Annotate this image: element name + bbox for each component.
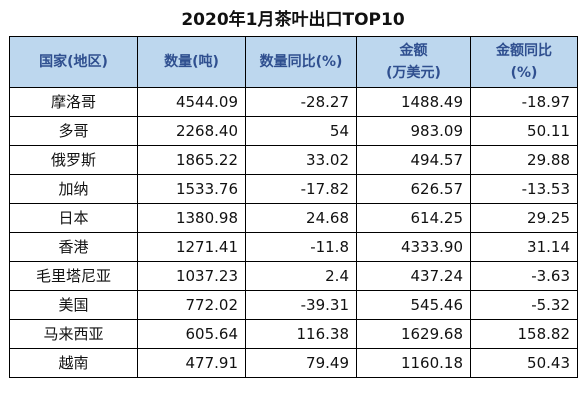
cell-country: 越南 <box>9 348 138 378</box>
cell-quantity: 1865.22 <box>137 145 246 175</box>
cell-country: 毛里塔尼亚 <box>9 261 138 291</box>
header-country-label: 国家(地区) <box>39 54 108 70</box>
cell-quantity-yoy: 2.4 <box>245 261 357 291</box>
tea-export-table: 国家(地区) 数量(吨) 数量同比(%) 金额 (万美元) 金额同比 (%) 摩… <box>9 36 578 378</box>
cell-amount-yoy: 31.14 <box>470 232 578 262</box>
cell-country: 香港 <box>9 232 138 262</box>
cell-quantity-yoy: -11.8 <box>245 232 357 262</box>
header-amount-label: 金额 <box>399 43 428 59</box>
header-amount-unit: (万美元) <box>386 65 441 81</box>
cell-amount: 983.09 <box>356 116 471 146</box>
header-quantity-yoy-label: 数量同比(%) <box>259 54 343 70</box>
cell-quantity: 772.02 <box>137 290 246 320</box>
table-header: 国家(地区) 数量(吨) 数量同比(%) 金额 (万美元) 金额同比 (%) <box>9 36 578 88</box>
cell-country: 日本 <box>9 203 138 233</box>
cell-quantity-yoy: 24.68 <box>245 203 357 233</box>
header-quantity: 数量(吨) <box>137 36 246 88</box>
header-quantity-yoy: 数量同比(%) <box>245 36 357 88</box>
cell-amount-yoy: -3.63 <box>470 261 578 291</box>
cell-quantity-yoy: -28.27 <box>245 87 357 117</box>
cell-amount: 1629.68 <box>356 319 471 349</box>
cell-amount: 626.57 <box>356 174 471 204</box>
header-country: 国家(地区) <box>9 36 138 88</box>
cell-amount-yoy: -18.97 <box>470 87 578 117</box>
cell-quantity: 1037.23 <box>137 261 246 291</box>
cell-country: 摩洛哥 <box>9 87 138 117</box>
cell-amount-yoy: 50.43 <box>470 348 578 378</box>
cell-amount: 1488.49 <box>356 87 471 117</box>
cell-amount: 494.57 <box>356 145 471 175</box>
cell-quantity: 4544.09 <box>137 87 246 117</box>
cell-quantity-yoy: -39.31 <box>245 290 357 320</box>
cell-country: 多哥 <box>9 116 138 146</box>
cell-amount-yoy: 50.11 <box>470 116 578 146</box>
page-title: 2020年1月茶叶出口TOP10 <box>181 10 405 30</box>
table-row: 俄罗斯 1865.22 33.02 494.57 29.88 <box>9 145 578 175</box>
cell-quantity: 477.91 <box>137 348 246 378</box>
cell-quantity: 1380.98 <box>137 203 246 233</box>
cell-amount-yoy: 29.88 <box>470 145 578 175</box>
cell-amount: 545.46 <box>356 290 471 320</box>
cell-amount: 4333.90 <box>356 232 471 262</box>
cell-amount: 437.24 <box>356 261 471 291</box>
header-quantity-label: 数量(吨) <box>164 54 219 70</box>
table-row: 马来西亚 605.64 116.38 1629.68 158.82 <box>9 319 578 349</box>
table-row: 加纳 1533.76 -17.82 626.57 -13.53 <box>9 174 578 204</box>
cell-country: 俄罗斯 <box>9 145 138 175</box>
cell-country: 加纳 <box>9 174 138 204</box>
cell-quantity: 605.64 <box>137 319 246 349</box>
cell-amount: 1160.18 <box>356 348 471 378</box>
header-amount-yoy-unit: (%) <box>510 65 538 81</box>
cell-quantity-yoy: -17.82 <box>245 174 357 204</box>
header-amount-yoy-label: 金额同比 <box>496 43 552 59</box>
cell-quantity: 1271.41 <box>137 232 246 262</box>
table-row: 日本 1380.98 24.68 614.25 29.25 <box>9 203 578 233</box>
cell-quantity-yoy: 116.38 <box>245 319 357 349</box>
table-row: 摩洛哥 4544.09 -28.27 1488.49 -18.97 <box>9 87 578 117</box>
cell-amount-yoy: -5.32 <box>470 290 578 320</box>
header-amount-yoy: 金额同比 (%) <box>470 36 578 88</box>
cell-quantity-yoy: 79.49 <box>245 348 357 378</box>
cell-amount-yoy: 29.25 <box>470 203 578 233</box>
table-body: 摩洛哥 4544.09 -28.27 1488.49 -18.97 多哥 2268.40 54… <box>9 87 578 378</box>
cell-amount-yoy: 158.82 <box>470 319 578 349</box>
cell-quantity-yoy: 54 <box>245 116 357 146</box>
cell-quantity-yoy: 33.02 <box>245 145 357 175</box>
table-row: 美国 772.02 -39.31 545.46 -5.32 <box>9 290 578 320</box>
cell-quantity: 2268.40 <box>137 116 246 146</box>
header-amount: 金额 (万美元) <box>356 36 471 88</box>
cell-country: 马来西亚 <box>9 319 138 349</box>
cell-amount-yoy: -13.53 <box>470 174 578 204</box>
table-row: 多哥 2268.40 54 983.09 50.11 <box>9 116 578 146</box>
table-row: 毛里塔尼亚 1037.23 2.4 437.24 -3.63 <box>9 261 578 291</box>
header-row: 国家(地区) 数量(吨) 数量同比(%) 金额 (万美元) 金额同比 (%) <box>9 36 578 88</box>
table-row: 香港 1271.41 -11.8 4333.90 31.14 <box>9 232 578 262</box>
cell-quantity: 1533.76 <box>137 174 246 204</box>
table-row: 越南 477.91 79.49 1160.18 50.43 <box>9 348 578 378</box>
cell-country: 美国 <box>9 290 138 320</box>
cell-amount: 614.25 <box>356 203 471 233</box>
